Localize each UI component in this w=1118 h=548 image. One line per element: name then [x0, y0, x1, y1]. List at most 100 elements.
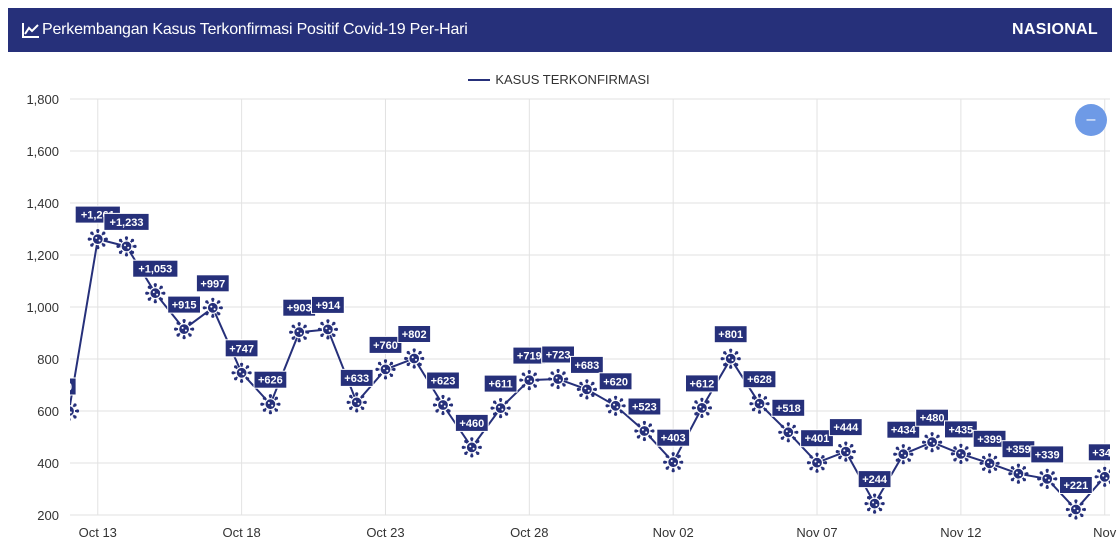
- data-point-virus-icon: [260, 394, 281, 415]
- svg-text:+339: +339: [1035, 449, 1060, 461]
- data-label: +244: [857, 470, 892, 489]
- data-point-virus-icon: [346, 392, 367, 413]
- data-label: +434: [886, 420, 921, 439]
- chart-legend[interactable]: KASUS TERKONFIRMASI: [0, 72, 1118, 87]
- svg-text:+221: +221: [1064, 480, 1089, 492]
- data-label: +683: [570, 355, 604, 374]
- data-point-virus-icon: [317, 319, 338, 340]
- data-point-virus-icon: [519, 370, 540, 391]
- data-label: +460: [454, 413, 489, 432]
- svg-text:+611: +611: [489, 379, 513, 391]
- data-label: 0: [70, 377, 77, 396]
- data-point-virus-icon: [835, 441, 856, 462]
- y-tick-label: 1,800: [26, 92, 59, 107]
- svg-text:+760: +760: [373, 340, 398, 352]
- zoom-out-button[interactable]: –: [1075, 104, 1107, 136]
- data-label: +480: [915, 408, 950, 427]
- data-point-virus-icon: [691, 397, 712, 418]
- svg-text:+633: +633: [344, 373, 369, 385]
- data-label: +435: [944, 420, 978, 439]
- data-point-virus-icon: [1094, 466, 1110, 487]
- y-tick-label: 200: [37, 508, 59, 523]
- data-labels: 0+1,261+1,233+1,053+915+997+747+626+903 +…: [70, 205, 1110, 494]
- data-point-virus-icon: [375, 359, 396, 380]
- data-point-virus-icon: [145, 283, 166, 304]
- data-point-virus-icon: [778, 422, 799, 443]
- svg-text:+802: +802: [402, 329, 427, 341]
- svg-text:+434: +434: [891, 425, 917, 437]
- data-point-virus-icon: [461, 437, 482, 458]
- svg-text:+719: +719: [517, 351, 542, 363]
- data-label: +611: [483, 374, 518, 393]
- svg-text:+915: +915: [172, 300, 197, 312]
- data-label: +628: [742, 370, 777, 389]
- y-tick-label: 1,400: [26, 196, 59, 211]
- data-label: +620: [598, 372, 633, 391]
- data-point-virus-icon: [1008, 463, 1029, 484]
- data-label: +444: [828, 418, 863, 437]
- x-tick-label: Nov 07: [796, 525, 837, 540]
- data-label: +518: [771, 398, 806, 417]
- x-tick-label: Oct 23: [366, 525, 404, 540]
- svg-text:+997: +997: [200, 278, 225, 290]
- data-point-virus-icon: [87, 229, 108, 250]
- data-label: +359: [1001, 440, 1036, 459]
- data-label: +801: [713, 325, 748, 344]
- data-label: +903: [282, 298, 317, 317]
- data-label: +802: [397, 325, 432, 343]
- svg-text:+244: +244: [862, 474, 888, 486]
- y-axis: 200 400 600 800 1,000 1,200 1,400 1,600 1,800: [26, 92, 59, 523]
- data-label: +997: [195, 274, 230, 293]
- data-point-virus-icon: [950, 443, 971, 464]
- svg-text:+903: +903: [287, 303, 312, 315]
- data-point-virus-icon: [720, 348, 741, 369]
- data-point-virus-icon: [548, 368, 569, 390]
- svg-text:+401: +401: [805, 433, 830, 445]
- data-label: +401: [800, 429, 834, 448]
- data-label: +1,233: [103, 212, 150, 231]
- legend-label: KASUS TERKONFIRMASI: [495, 72, 650, 87]
- data-point-virus-icon: [432, 394, 454, 416]
- svg-text:+1,053: +1,053: [138, 264, 172, 276]
- svg-text:+399: +399: [977, 434, 1002, 446]
- svg-text:+623: +623: [431, 376, 456, 388]
- data-label: +633: [339, 368, 374, 387]
- x-tick-label: Oct 28: [510, 525, 548, 540]
- svg-text:+403: +403: [661, 433, 686, 445]
- svg-text:+612: +612: [690, 378, 715, 390]
- data-label: +723: [541, 345, 576, 364]
- data-point-virus-icon: [893, 444, 914, 465]
- header-title-group: Perkembangan Kasus Terkonfirmasi Positif…: [22, 21, 468, 39]
- y-tick-label: 1,000: [26, 300, 59, 315]
- data-label: +626: [253, 370, 288, 389]
- x-tick-label: Nov 02: [653, 525, 694, 540]
- series-markers: [70, 229, 1110, 520]
- data-label: +747: [224, 339, 259, 358]
- data-label: +523: [627, 397, 662, 416]
- svg-text:+628: +628: [747, 374, 772, 386]
- data-label: +623: [426, 371, 460, 390]
- svg-text:+683: +683: [575, 360, 600, 372]
- data-point-virus-icon: [1037, 468, 1058, 489]
- data-label: +339: [1030, 445, 1065, 464]
- svg-text:+359: +359: [1006, 444, 1031, 456]
- x-tick-label: Oct 18: [222, 525, 260, 540]
- svg-text:+460: +460: [459, 418, 484, 430]
- y-tick-label: 600: [37, 404, 59, 419]
- data-point-virus-icon: [70, 401, 80, 421]
- data-label: +403: [656, 428, 691, 447]
- svg-text:+914: +914: [316, 300, 342, 312]
- svg-text:+435: +435: [949, 424, 974, 436]
- x-tick-label: Nov: [1093, 525, 1117, 540]
- data-label: +914: [311, 295, 345, 314]
- svg-text:+626: +626: [258, 375, 283, 387]
- data-label: +221: [1059, 476, 1093, 494]
- data-point-virus-icon: [922, 432, 943, 453]
- svg-text:+518: +518: [776, 403, 801, 415]
- scope-badge[interactable]: NASIONAL: [1012, 21, 1098, 38]
- minus-icon: –: [1086, 111, 1096, 128]
- data-point-virus-icon: [289, 322, 310, 343]
- data-point-virus-icon: [605, 395, 626, 416]
- x-tick-label: Oct 13: [79, 525, 117, 540]
